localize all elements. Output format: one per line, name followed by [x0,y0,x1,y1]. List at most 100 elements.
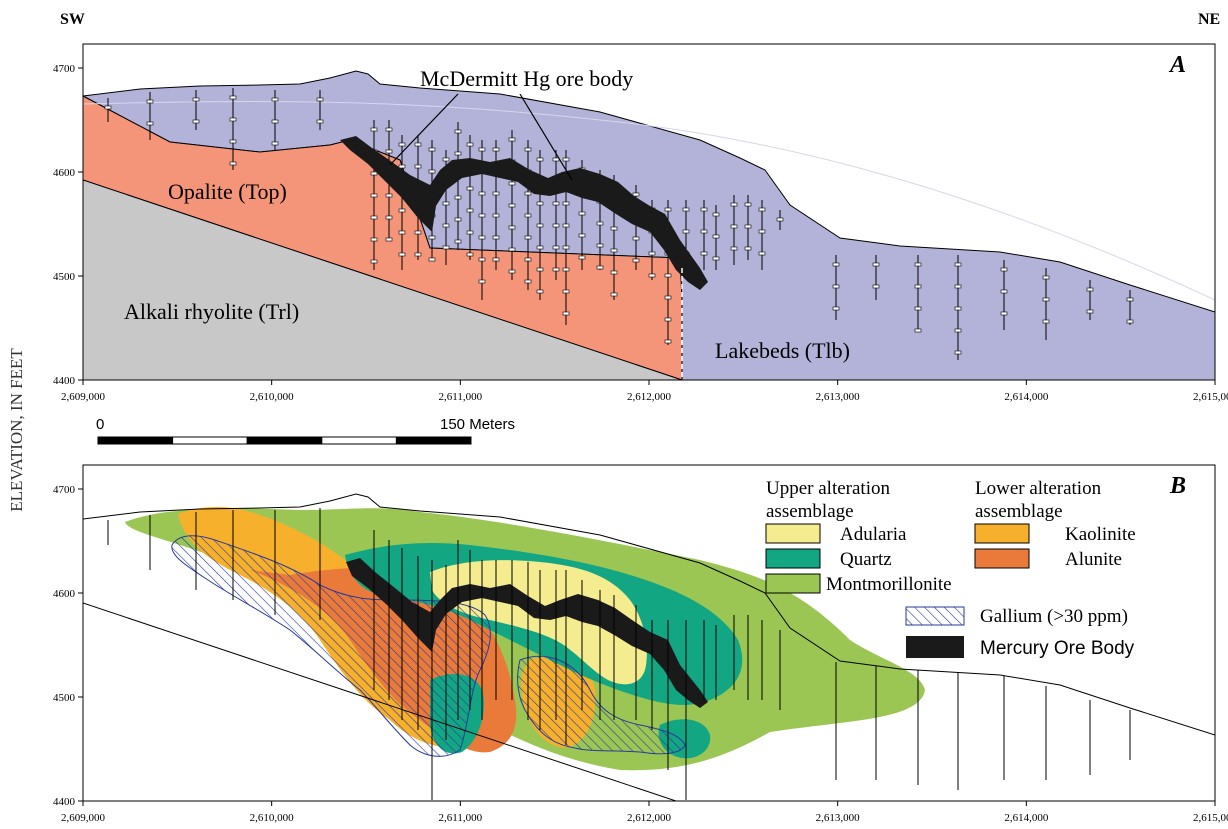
sample-marker [146,99,154,104]
sample-marker [229,95,237,100]
sample-marker [832,262,840,267]
sample-marker [316,119,324,124]
lakebeds-contour [83,100,1215,301]
sample-marker [370,171,378,176]
sample-marker [552,223,560,228]
sample-marker [914,328,922,333]
sample-marker [914,306,922,311]
sample-marker [508,181,516,186]
drill-holes-b [107,508,1131,800]
x-tick-label: 2,609,000 [61,812,106,824]
sample-marker [316,97,324,102]
sample-marker [192,97,200,102]
sample-marker [832,306,840,311]
sample-marker [562,289,570,294]
sample-marker [271,141,279,146]
sample-marker [632,236,640,241]
sample-marker [398,142,406,147]
sample-marker [712,256,720,261]
sample-marker [414,230,422,235]
sample-marker [414,164,422,169]
sample-marker [578,233,586,238]
sample-marker [578,211,586,216]
sample-marker [632,258,640,263]
y-tick-label: 4400 [53,375,76,387]
x-tick-label: 2,615,000 [1193,391,1228,403]
sample-marker [478,147,486,152]
legend-label-montmorillonite: Montmorillonite [826,574,952,595]
panel-a-letter: A [1168,52,1186,78]
sample-marker [146,121,154,126]
sample-marker [664,339,672,344]
legend-label-kaolinite: Kaolinite [1065,524,1136,545]
sample-marker [398,230,406,235]
sample-marker [466,186,474,191]
sample-marker [730,246,738,251]
sample-marker [1086,287,1094,292]
sample-marker [700,207,708,212]
sample-marker [536,201,544,206]
y-tick-label: 4500 [53,271,76,283]
sample-marker [664,273,672,278]
sample-marker [1126,319,1134,324]
lakebeds-label: Lakebeds (Tlb) [715,338,850,363]
sample-marker [552,201,560,206]
sample-marker [536,223,544,228]
scale-segment [321,436,397,445]
sample-marker [466,230,474,235]
y-tick-label: 4600 [53,588,76,600]
sample-marker [492,147,500,152]
sample-marker [398,252,406,257]
sample-marker [370,215,378,220]
sample-marker [954,328,962,333]
sample-marker [454,195,462,200]
sample-marker [466,208,474,213]
legend-label-adularia: Adularia [840,524,907,545]
sample-marker [229,117,237,122]
sample-marker [478,235,486,240]
x-tick-label: 2,612,000 [627,391,672,403]
ore-body-label: McDermitt Hg ore body [420,66,633,91]
y-tick-label: 4700 [53,484,76,496]
legend-swatch-kaolinite [974,523,1030,544]
x-tick-label: 2,610,000 [250,391,295,403]
section-top-outline [83,493,1215,736]
sample-marker [524,191,532,196]
sample-marker [610,270,618,275]
sample-marker [664,295,672,300]
sample-marker [492,213,500,218]
sample-marker [610,248,618,253]
sample-marker [1000,267,1008,272]
sample-marker [610,292,618,297]
sample-marker [385,215,393,220]
sample-marker [442,245,450,250]
sample-marker [552,245,560,250]
sample-marker [536,267,544,272]
sample-marker [454,217,462,222]
sample-marker [596,243,604,248]
sample-marker [1042,275,1050,280]
sample-marker [398,164,406,169]
sample-marker [492,191,500,196]
legend-swatch-adularia [765,523,821,544]
sample-marker [758,207,766,212]
sample-marker [385,127,393,132]
x-tick-label: 2,613,000 [816,391,861,403]
sample-marker [104,105,112,110]
sample-marker [428,235,436,240]
sample-marker [370,237,378,242]
sample-marker [454,239,462,244]
sample-marker [192,119,200,124]
sample-marker [492,257,500,262]
sample-marker [712,234,720,239]
sample-marker [954,350,962,355]
sample-marker [385,149,393,154]
ore-leader-1 [389,93,459,166]
legend-lower-title: Lower alteration assemblage [975,478,1106,522]
legend-swatch-gallium [905,606,965,626]
scale-segment [172,436,248,445]
sample-marker [478,213,486,218]
sample-marker [596,265,604,270]
sample-marker [442,157,450,162]
